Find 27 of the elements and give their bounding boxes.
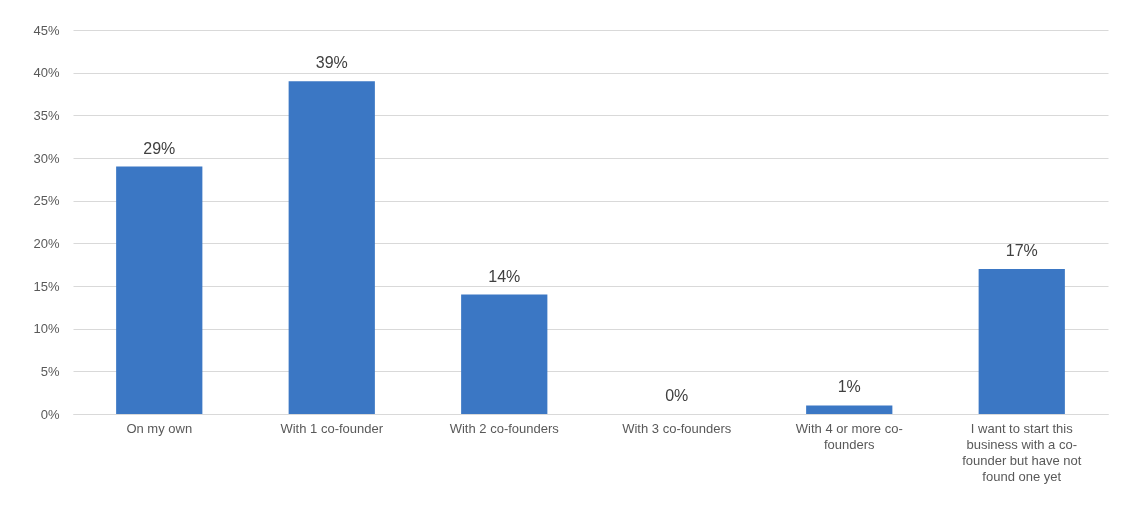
data-label: 14% (488, 267, 521, 285)
data-label: 0% (665, 387, 689, 404)
y-tick-label: 45% (33, 22, 60, 38)
y-tick-label: 0% (40, 406, 60, 422)
data-label: 17% (1005, 241, 1038, 259)
x-tick-label: With 1 co-founder (280, 420, 384, 436)
x-tick-label: I want to start this business with a co-founder but have not found one yet (962, 420, 1082, 484)
y-tick-label: 10% (33, 321, 60, 337)
y-tick-label: 40% (33, 65, 60, 81)
bar (806, 405, 893, 414)
y-tick-label: 25% (33, 193, 60, 209)
bar (978, 268, 1065, 414)
x-tick-label: With 3 co-founders (622, 420, 732, 436)
x-tick-label: With 4 or more co-founders (795, 420, 903, 452)
x-tick-label: With 2 co-founders (449, 420, 560, 436)
x-tick-label: On my own (126, 420, 193, 436)
y-tick-label: 20% (33, 235, 60, 251)
data-label: 29% (143, 139, 176, 157)
data-label: 39% (315, 54, 348, 72)
y-tick-label: 35% (33, 107, 60, 123)
y-tick-label: 30% (33, 150, 60, 166)
bar (461, 294, 548, 414)
bar (288, 81, 375, 414)
data-label: 1% (837, 378, 861, 396)
bar (116, 166, 203, 414)
y-tick-label: 5% (40, 363, 60, 379)
y-tick-label: 15% (33, 278, 60, 294)
